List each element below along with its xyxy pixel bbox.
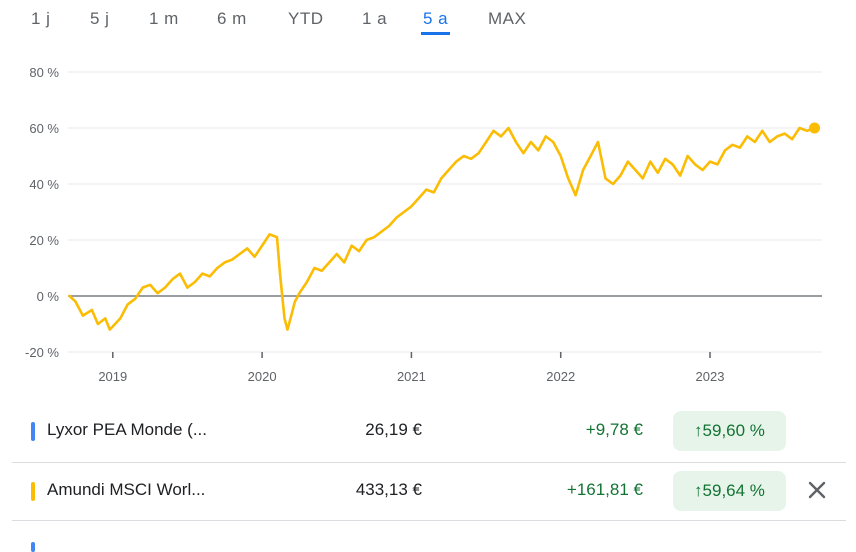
fund-change: +9,78 € [585, 420, 643, 439]
y-tick-label: 60 % [29, 121, 59, 136]
x-tick-label: 2020 [248, 369, 277, 384]
y-tick-label: -20 % [25, 345, 59, 360]
price-chart[interactable]: 80 % 60 % 40 % 20 % 0 % -20 % 2019 2020 2021 202… [0, 48, 856, 388]
chart-series [68, 122, 821, 331]
tab-6-months[interactable]: 6 m [217, 9, 247, 28]
x-tick-label: 2019 [98, 369, 127, 384]
y-tick-label: 0 % [37, 289, 60, 304]
tab-5-days[interactable]: 5 j [90, 9, 110, 28]
percent-change-value: 59,64 % [702, 481, 765, 500]
tab-1-month[interactable]: 1 m [149, 9, 179, 28]
tab-ytd[interactable]: YTD [288, 9, 324, 28]
fund-price: 26,19 € [365, 420, 422, 439]
tab-1-year[interactable]: 1 a [362, 9, 388, 28]
y-tick-label: 80 % [29, 65, 59, 80]
close-icon[interactable] [804, 477, 830, 503]
fund-name: Amundi MSCI Worl... [47, 480, 206, 499]
series-color-marker [31, 422, 35, 441]
x-tick-label: 2022 [546, 369, 575, 384]
y-axis-ticks: 80 % 60 % 40 % 20 % 0 % -20 % [25, 65, 59, 360]
percent-change-badge: ↑59,64 % [673, 471, 786, 511]
series-line [68, 126, 816, 331]
x-tick-label: 2021 [397, 369, 426, 384]
fund-name: Lyxor PEA Monde (... [47, 420, 207, 439]
tab-1-day[interactable]: 1 j [31, 9, 51, 28]
tab-max[interactable]: MAX [488, 9, 527, 28]
percent-change-badge: ↑59,60 % [673, 411, 786, 451]
x-axis-ticks: 2019 2020 2021 2022 2023 [98, 352, 724, 384]
range-tabs: 1 j 5 j 1 m 6 m YTD 1 a 5 a MAX [0, 0, 856, 44]
chart-grid [68, 71, 822, 353]
arrow-up-icon: ↑ [694, 481, 703, 500]
fund-price: 433,13 € [355, 480, 422, 499]
series-end-point [809, 122, 821, 134]
y-tick-label: 20 % [29, 233, 59, 248]
comparison-row-partial [12, 520, 846, 552]
arrow-up-icon: ↑ [694, 421, 703, 440]
tab-5-years[interactable]: 5 a [421, 9, 451, 35]
comparison-row-amundi[interactable]: Amundi MSCI Worl... 433,13 € +161,81 € ↑… [12, 462, 846, 519]
series-color-marker [31, 482, 35, 501]
y-tick-label: 40 % [29, 177, 59, 192]
fund-change: +161,81 € [566, 480, 643, 499]
comparison-row-lyxor[interactable]: Lyxor PEA Monde (... 26,19 € +9,78 € ↑59… [12, 403, 846, 459]
series-color-marker [31, 542, 35, 552]
percent-change-value: 59,60 % [702, 421, 765, 440]
x-tick-label: 2023 [696, 369, 725, 384]
